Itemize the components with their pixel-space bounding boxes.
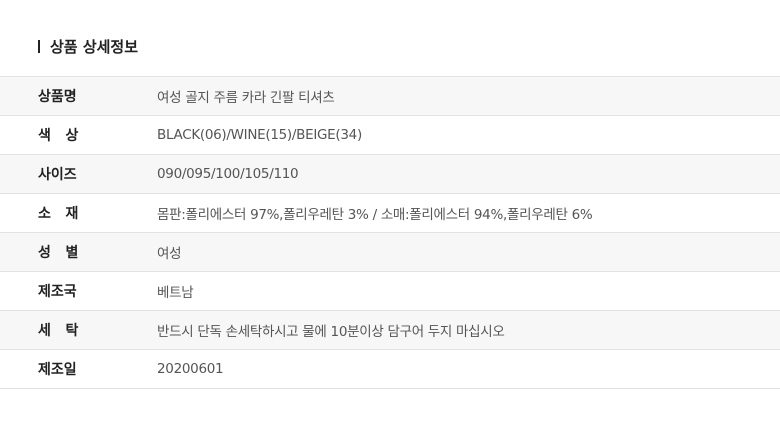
title-bar-marker [38, 39, 40, 53]
section-title-text: 상품 상세정보 [50, 37, 139, 56]
row-label: 제조일 [38, 362, 77, 378]
row-value: 여성 [157, 246, 182, 262]
table-row-origin: 제조국 베트남 [0, 272, 780, 311]
row-value: 몸판:폴리에스터 97%,폴리우레탄 3% / 소매:폴리에스터 94%,폴리우… [157, 207, 593, 223]
product-info-table: 상품명 여성 골지 주름 카라 긴팔 티셔츠 색 상 BLACK(06)/WINE(… [0, 76, 780, 389]
row-value: 베트남 [157, 285, 194, 301]
row-value: 20200601 [157, 361, 224, 377]
section-title: 상품 상세정보 [38, 37, 139, 56]
table-row-washing: 세 탁 반드시 단독 손세탁하시고 물에 10분이상 담구어 두지 마십시오 [0, 311, 780, 350]
table-row-material: 소 재 몸판:폴리에스터 97%,폴리우레탄 3% / 소매:폴리에스터 94%,… [0, 194, 780, 233]
row-label: 소 재 [38, 206, 79, 222]
row-value: 090/095/100/105/110 [157, 166, 299, 182]
table-row-gender: 성 별 여성 [0, 233, 780, 272]
row-label: 제조국 [38, 284, 77, 300]
row-label: 성 별 [38, 245, 79, 261]
row-label: 세 탁 [38, 323, 79, 339]
row-label: 색 상 [38, 128, 79, 144]
table-row-size: 사이즈 090/095/100/105/110 [0, 155, 780, 194]
row-value: BLACK(06)/WINE(15)/BEIGE(34) [157, 127, 362, 143]
row-value: 여성 골지 주름 카라 긴팔 티셔츠 [157, 90, 335, 106]
table-row-product-name: 상품명 여성 골지 주름 카라 긴팔 티셔츠 [0, 77, 780, 116]
row-label: 사이즈 [38, 167, 77, 183]
row-label: 상품명 [38, 89, 77, 105]
table-row-color: 색 상 BLACK(06)/WINE(15)/BEIGE(34) [0, 116, 780, 155]
row-value: 반드시 단독 손세탁하시고 물에 10분이상 담구어 두지 마십시오 [157, 324, 505, 340]
table-row-manufacture-date: 제조일 20200601 [0, 350, 780, 389]
